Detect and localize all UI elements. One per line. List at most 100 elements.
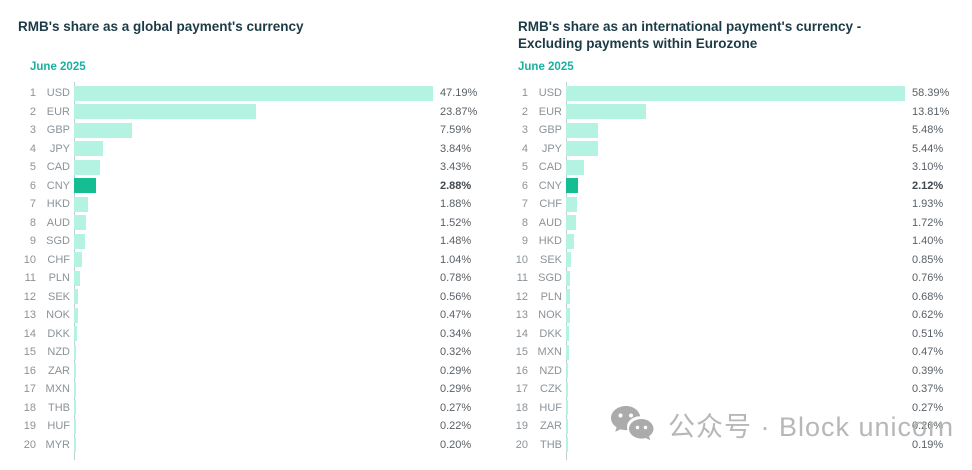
bar-track (566, 344, 905, 360)
bar (74, 400, 77, 416)
value-label: 58.39% (912, 87, 950, 100)
bar-track (74, 159, 433, 175)
bar-row: 6 CNY 2.12% (508, 177, 970, 196)
bar-track (566, 215, 905, 231)
bar-track (74, 122, 433, 138)
bar (74, 270, 80, 286)
currency-code: NZD (47, 346, 70, 359)
value-label: 0.26% (912, 420, 944, 433)
currency-code: CAD (538, 161, 562, 174)
watermark: 公众号 · Block unicorn (608, 404, 954, 444)
bar-track (566, 381, 905, 397)
rank-label: 9 (521, 235, 528, 248)
bar (566, 381, 569, 397)
rank-label: 20 (515, 438, 528, 451)
currency-code: GBP (538, 124, 562, 137)
rank-label: 13 (515, 309, 528, 322)
currency-code: MXN (537, 346, 562, 359)
bar (566, 85, 905, 101)
bar-row: 9 HKD 1.40% (508, 232, 970, 251)
rank-label: 8 (521, 216, 528, 229)
bar-track (74, 178, 433, 194)
rank-label: 17 (23, 383, 36, 396)
bar-row: 18 THB 0.27% (16, 399, 494, 418)
bar-row: 13 NOK 0.47% (16, 306, 494, 325)
currency-code: AUD (46, 216, 70, 229)
currency-code: SEK (47, 290, 70, 303)
rank-label: 18 (515, 401, 528, 414)
bar (566, 122, 598, 138)
bar (566, 437, 568, 453)
bar-row: 1 USD 47.19% (16, 84, 494, 103)
bar (74, 307, 78, 323)
bar-row: 16 ZAR 0.29% (16, 362, 494, 381)
bar-track (74, 418, 433, 434)
bar (566, 233, 575, 249)
rank-label: 17 (515, 383, 528, 396)
value-label: 0.68% (912, 290, 944, 303)
bar (74, 141, 104, 157)
chart-global-payments: RMB's share as a global payment's curren… (16, 0, 494, 470)
currency-code: ZAR (540, 420, 562, 433)
currency-code: CHF (539, 198, 562, 211)
bar-row: 12 PLN 0.68% (508, 288, 970, 307)
rank-label: 1 (29, 87, 36, 100)
currency-code: THB (48, 401, 70, 414)
value-label: 47.19% (440, 87, 478, 100)
rank-label: 20 (23, 438, 36, 451)
currency-code: SGD (538, 272, 562, 285)
value-label: 5.48% (912, 124, 944, 137)
currency-code: DKK (539, 327, 562, 340)
rank-label: 8 (29, 216, 36, 229)
bar-track (566, 252, 905, 268)
value-label: 0.78% (440, 272, 472, 285)
value-label: 0.19% (912, 438, 944, 451)
value-label: 2.88% (440, 179, 472, 192)
rank-label: 15 (515, 346, 528, 359)
bar (74, 196, 89, 212)
bar (74, 437, 76, 453)
bar-rows: 1 USD 47.19% 2 EUR 23.87% 3 GBP 7.59% 4 JPY 3.84% 5 C… (16, 82, 494, 460)
bar (566, 344, 569, 360)
currency-code: HUF (539, 401, 562, 414)
bar (74, 178, 96, 194)
bar (74, 289, 79, 305)
bar-track (74, 85, 433, 101)
currency-code: HKD (46, 198, 70, 211)
bar-track (566, 400, 905, 416)
value-label: 0.47% (440, 309, 472, 322)
currency-code: GBP (46, 124, 70, 137)
bar-row: 15 MXN 0.47% (508, 343, 970, 362)
bar (566, 418, 568, 434)
value-label: 7.59% (440, 124, 472, 137)
bar (74, 159, 101, 175)
bar (566, 400, 568, 416)
rank-label: 18 (23, 401, 36, 414)
value-label: 1.52% (440, 216, 472, 229)
rank-label: 10 (515, 253, 528, 266)
bar (566, 141, 598, 157)
value-label: 3.84% (440, 142, 472, 155)
bar-row: 6 CNY 2.88% (16, 177, 494, 196)
bar-row: 18 HUF 0.27% (508, 399, 970, 418)
bar (74, 233, 86, 249)
rank-label: 16 (515, 364, 528, 377)
value-label: 0.76% (912, 272, 944, 285)
rank-label: 14 (23, 327, 36, 340)
bar-row: 19 HUF 0.22% (16, 417, 494, 436)
bar-track (566, 270, 905, 286)
bar-row: 8 AUD 1.52% (16, 214, 494, 233)
currency-code: CZK (540, 383, 562, 396)
bar (566, 252, 571, 268)
value-label: 13.81% (912, 105, 950, 118)
bar-track (74, 326, 433, 342)
bar-track (566, 159, 905, 175)
wechat-icon (611, 406, 654, 441)
bar (74, 326, 77, 342)
rank-label: 4 (521, 142, 528, 155)
bar-row: 4 JPY 3.84% (16, 140, 494, 159)
bar-track (74, 344, 433, 360)
rank-label: 12 (515, 290, 528, 303)
value-label: 0.32% (440, 346, 472, 359)
currency-code: SEK (539, 253, 562, 266)
